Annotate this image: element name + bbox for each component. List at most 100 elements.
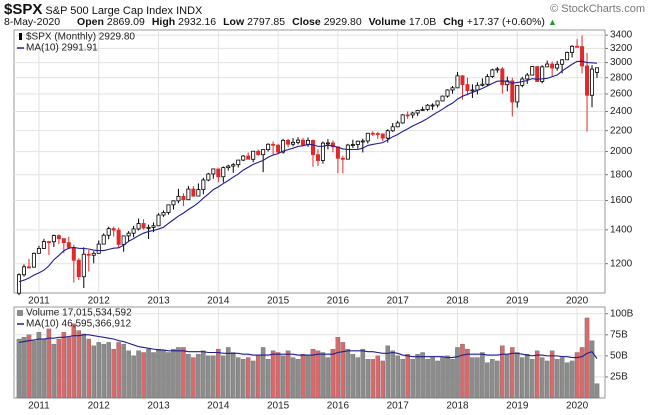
candle-body: [16, 274, 21, 294]
quote-label: Open: [77, 16, 104, 28]
quote-value: 2929.80: [323, 16, 362, 28]
candle-body: [181, 195, 186, 201]
candle-body: [221, 167, 226, 178]
candle-body: [505, 80, 510, 86]
volume-bar: [360, 348, 366, 399]
exchange: INDX: [176, 5, 203, 17]
index-name: S&P 500 Large Cap Index: [45, 5, 174, 17]
volume-bar: [480, 352, 485, 399]
volume-bar: [66, 337, 72, 399]
volume-bar: [455, 347, 460, 399]
candle-body: [525, 74, 530, 80]
volume-bar: [485, 362, 490, 399]
candle-body: [570, 45, 575, 53]
candle-body: [206, 173, 211, 181]
candle-body: [161, 212, 166, 216]
candle-body: [191, 188, 196, 197]
candle-body: [315, 154, 320, 161]
candle-body: [560, 59, 565, 65]
candle-body: [186, 188, 191, 201]
quote-item: Low 2797.85: [223, 16, 285, 28]
volume-bar: [370, 359, 376, 399]
ma-line: [18, 60, 598, 283]
legend-label: Volume 17,015,534,592: [26, 308, 132, 319]
candle-body: [96, 243, 101, 254]
candle-body: [26, 266, 31, 269]
quote-label: Close: [292, 16, 321, 28]
candle-body: [585, 65, 590, 96]
candle-body: [535, 66, 540, 82]
volume-bar: [350, 354, 356, 399]
volume-bar: [559, 357, 565, 399]
y-tick-label: 2200: [610, 125, 633, 136]
volume-bar: [226, 347, 231, 399]
y-tick-label: 75B: [610, 329, 628, 340]
candle-body: [435, 100, 440, 106]
plot-area: [13, 29, 606, 294]
quote-line: 8-May-2020 Open 2869.09 High 2932.16 Low 2797…: [4, 16, 557, 28]
candle-body: [450, 87, 455, 91]
volume-bar: [310, 348, 316, 399]
candle-body: [445, 89, 450, 97]
header-title: $SPX S&P 500 Large Cap Index INDX: [4, 1, 202, 18]
volume-bar: [250, 360, 256, 399]
candle-body: [335, 146, 340, 159]
candle-body: [136, 223, 141, 230]
candle-body: [256, 150, 261, 156]
volume-bar: [141, 352, 146, 399]
volume-bar: [460, 343, 465, 399]
volume-bar: [515, 352, 520, 399]
candle-body: [41, 241, 46, 249]
volume-bar: [510, 347, 515, 399]
volume-bar: [405, 354, 410, 399]
quote-label: Low: [223, 16, 245, 28]
quote-label: High: [151, 16, 176, 28]
candle-body: [320, 142, 325, 161]
volume-bar: [290, 357, 296, 399]
candle-body: [400, 114, 405, 124]
volume-bar: [500, 345, 505, 399]
volume-bar: [136, 350, 141, 399]
volume-bar: [186, 354, 191, 399]
candle-body: [385, 130, 390, 139]
candle-body: [375, 133, 380, 135]
quote-item: Chg +17.37 (+0.60%) ▲: [443, 16, 557, 28]
volume-bar: [81, 333, 87, 399]
legend-label: MA(10) 46,595,366,912: [26, 319, 132, 330]
volume-bar: [529, 359, 535, 399]
candle-body: [495, 68, 500, 71]
candle-body: [490, 69, 495, 77]
volume-bar: [534, 350, 540, 399]
volume-bar: [295, 359, 301, 399]
volume-bar: [51, 343, 57, 399]
candle-body: [56, 235, 61, 240]
volume-bar: [325, 357, 331, 399]
candle-body: [355, 140, 360, 145]
candle-body: [350, 144, 355, 146]
volume-bar: [544, 360, 550, 399]
candle-body: [211, 168, 216, 175]
x-tick-label: 2012: [88, 401, 111, 412]
candle-body: [470, 89, 475, 92]
volume-bar: [549, 350, 555, 399]
y-tick-label: 1800: [610, 169, 633, 180]
candle-body: [271, 143, 276, 146]
volume-bar: [255, 355, 261, 399]
x-tick-label: 2017: [387, 401, 410, 412]
volume-bar: [490, 359, 495, 399]
candle-body: [395, 122, 400, 128]
volume-bar: [260, 347, 266, 399]
y-tick-label: 3000: [610, 57, 633, 68]
candle-body: [86, 253, 91, 256]
volume-bar: [240, 359, 246, 399]
volume-bar: [574, 352, 580, 399]
volume-bar: [96, 342, 101, 399]
volume-bar: [390, 350, 395, 399]
candle-body: [296, 139, 301, 143]
candle-body: [325, 142, 330, 145]
volume-bar: [520, 357, 525, 399]
volume-bar: [161, 350, 166, 399]
volume-bar: [31, 340, 37, 399]
candle-body: [365, 132, 370, 142]
